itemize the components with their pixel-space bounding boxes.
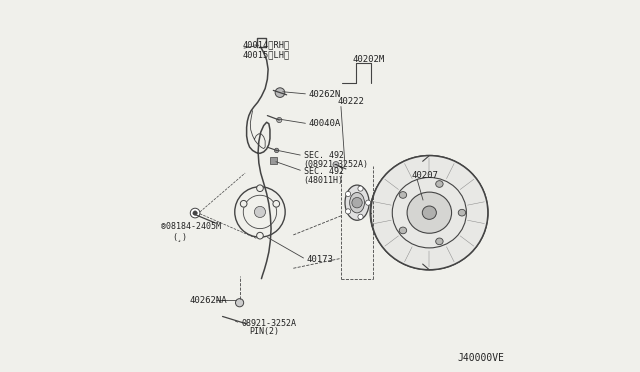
Text: (48011H): (48011H) [304, 176, 344, 185]
Circle shape [236, 299, 244, 307]
Circle shape [193, 211, 197, 215]
Ellipse shape [371, 155, 488, 270]
Circle shape [190, 208, 200, 218]
Circle shape [275, 88, 285, 97]
Ellipse shape [345, 185, 369, 220]
Text: SEC. 492: SEC. 492 [304, 167, 344, 176]
Text: 40040A: 40040A [309, 119, 341, 128]
Text: 40262NA: 40262NA [189, 296, 227, 305]
Ellipse shape [399, 192, 406, 198]
Circle shape [276, 118, 282, 123]
Circle shape [255, 206, 266, 218]
Text: 40173: 40173 [307, 255, 333, 264]
Text: 08921-3252A: 08921-3252A [241, 319, 296, 328]
Ellipse shape [458, 209, 466, 216]
Circle shape [240, 201, 247, 207]
Circle shape [333, 161, 339, 167]
Ellipse shape [422, 206, 436, 219]
Text: PIN(2): PIN(2) [250, 327, 280, 336]
Circle shape [346, 209, 351, 214]
Text: 40207: 40207 [412, 171, 439, 180]
Circle shape [273, 201, 280, 207]
Circle shape [358, 186, 363, 191]
Text: SEC. 492: SEC. 492 [304, 151, 344, 160]
Ellipse shape [349, 192, 364, 213]
Circle shape [257, 185, 263, 192]
Text: 40262N: 40262N [309, 90, 341, 99]
Text: J40000VE: J40000VE [458, 353, 505, 363]
Circle shape [358, 214, 363, 219]
Ellipse shape [436, 238, 443, 245]
Circle shape [257, 232, 263, 239]
Circle shape [365, 200, 371, 205]
Ellipse shape [371, 155, 488, 270]
Circle shape [352, 198, 362, 208]
Ellipse shape [407, 192, 452, 233]
Text: 40014《RH》: 40014《RH》 [242, 41, 289, 49]
Text: 40202M: 40202M [353, 55, 385, 64]
Text: 40222: 40222 [338, 97, 365, 106]
Ellipse shape [436, 181, 443, 187]
Circle shape [275, 148, 279, 153]
Circle shape [346, 191, 351, 196]
Text: (08921-3252A): (08921-3252A) [304, 160, 369, 169]
Ellipse shape [370, 161, 476, 264]
Ellipse shape [399, 227, 406, 234]
Bar [270, 157, 276, 164]
Text: (¸): (¸) [173, 232, 188, 242]
Text: 40015《LH》: 40015《LH》 [242, 50, 289, 59]
Text: ®08184-2405M: ®08184-2405M [161, 222, 221, 231]
